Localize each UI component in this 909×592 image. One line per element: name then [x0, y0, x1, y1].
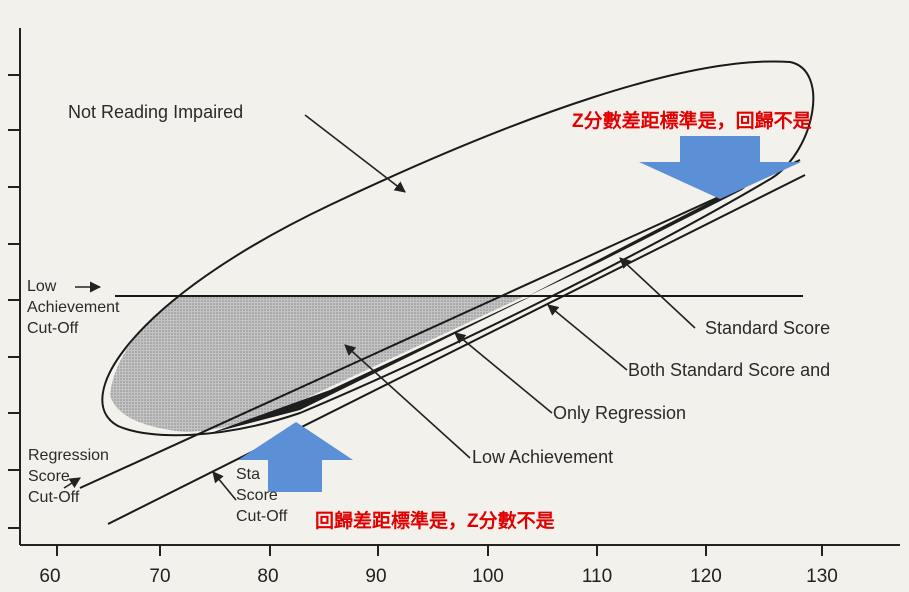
pointer-arrows: [63, 114, 696, 501]
label-standard-score: Standard Score: [705, 318, 831, 338]
population-ellipse: [101, 60, 815, 437]
label-line: Low: [27, 278, 57, 295]
label-low-achievement-cutoff: Low Achievement Cut-Off: [27, 276, 120, 339]
annotation-top-red: Z分數差距標準是，回歸不是: [572, 111, 812, 132]
label-line: Cut-Off: [28, 489, 80, 506]
x-tick-label: 80: [257, 566, 279, 587]
label-both-standard-and-regression: Both Standard Score and: [628, 360, 831, 380]
label-line: Regression: [28, 447, 109, 464]
regression-cutoff-line: [79, 159, 801, 489]
label-line: Sta: [236, 466, 261, 483]
x-tick-label: 70: [149, 566, 171, 587]
x-tick-label: 130: [806, 566, 838, 587]
x-tick-label: 60: [39, 566, 61, 587]
label-line: Cut-Off: [236, 508, 288, 525]
label-line: Score: [28, 468, 70, 485]
label-line: Cut-Off: [27, 320, 79, 337]
label-line: Achievement: [27, 299, 120, 316]
x-tick-label: 100: [472, 566, 504, 587]
blue-arrow-down: [639, 136, 801, 199]
shaded-low-achievement-region: [110, 296, 525, 432]
x-axis-ticks: [56, 545, 823, 556]
blue-arrow-up: [238, 422, 353, 492]
label-not-reading-impaired: Not Reading Impaired: [68, 102, 244, 122]
x-tick-label: 110: [581, 566, 613, 587]
dark-region-upper: [528, 176, 760, 296]
standard-cutoff-line: [107, 174, 806, 525]
label-standard-cutoff: Sta Score Cut-Off: [236, 464, 287, 527]
label-only-regression: Only Regression: [553, 403, 687, 423]
label-regression-cutoff: Regression Score Cut-Off: [28, 445, 109, 508]
label-line: Score: [236, 487, 278, 504]
annotation-bottom-red: 回歸差距標準是，Z分數不是: [315, 511, 555, 532]
x-tick-label: 120: [690, 566, 722, 587]
y-axis-ticks: [8, 74, 20, 529]
x-tick-label: 90: [365, 566, 387, 587]
label-low-achievement: Low Achievement: [472, 447, 614, 467]
